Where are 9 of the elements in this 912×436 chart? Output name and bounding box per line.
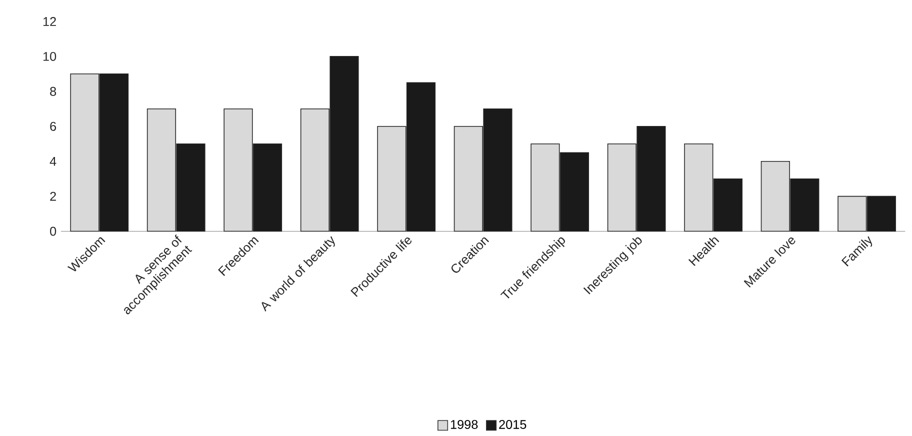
y-tick-label: 8 bbox=[50, 86, 56, 96]
y-tick-label: 10 bbox=[43, 52, 56, 61]
y-tick-label: 6 bbox=[50, 122, 56, 131]
legend-label: 2015 bbox=[499, 420, 526, 429]
y-tick-label: 12 bbox=[43, 16, 56, 26]
y-tick-label: 4 bbox=[50, 156, 56, 166]
y-tick-label: 0 bbox=[50, 226, 56, 236]
legend-label: 1998 bbox=[450, 420, 478, 429]
y-tick-label: 2 bbox=[50, 192, 56, 201]
